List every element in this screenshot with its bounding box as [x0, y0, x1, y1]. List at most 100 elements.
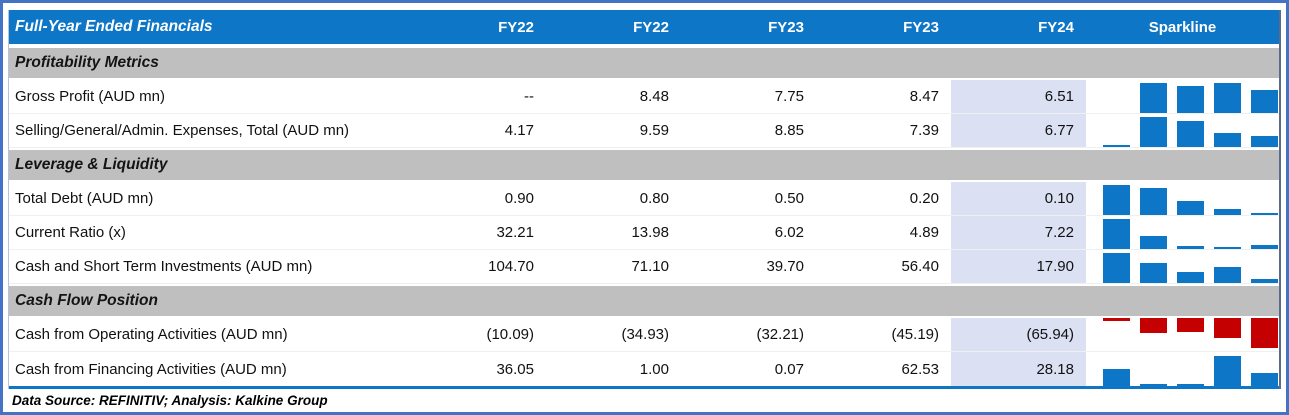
section-row: Leverage & Liquidity: [9, 148, 1279, 182]
spark-slot: [1246, 253, 1283, 283]
spark-slot: [1098, 83, 1135, 113]
bottom-rule: [9, 386, 1279, 389]
sparkline: [1086, 356, 1283, 386]
spark-slot: [1246, 219, 1283, 249]
spark-bar: [1251, 373, 1278, 386]
spark-bar: [1140, 384, 1167, 386]
table-body: Profitability Metrics Gross Profit (AUD m…: [9, 46, 1279, 386]
spark-bar: [1103, 369, 1130, 386]
spark-slot: [1246, 356, 1283, 386]
sparkline-column-header: Sparkline: [1148, 18, 1217, 36]
value-cell: 1.00: [639, 360, 669, 378]
spark-slot: [1172, 117, 1209, 147]
value-cell: 28.18: [951, 352, 1086, 386]
table-row: Cash from Operating Activities (AUD mn) (…: [9, 318, 1279, 352]
spark-slot: [1098, 356, 1135, 386]
value-cell: (32.21): [756, 326, 804, 343]
sparkline: [1086, 117, 1283, 147]
spark-slot: [1172, 219, 1209, 249]
sparkline: [1086, 83, 1283, 113]
column-header-fy22-2: FY22: [633, 18, 669, 36]
spark-bar: [1251, 213, 1278, 215]
value-cell: 0.80: [639, 190, 669, 207]
value-cell: 6.02: [774, 224, 804, 241]
spark-bar: [1251, 136, 1278, 147]
table-title: Full-Year Ended Financials: [15, 18, 213, 35]
spark-bar: [1103, 318, 1130, 321]
spark-slot: [1098, 185, 1135, 215]
value-cell: (65.94): [951, 318, 1086, 351]
value-cell: 8.85: [774, 122, 804, 139]
row-label: Cash from Financing Activities (AUD mn): [15, 360, 287, 378]
spark-slot: [1209, 253, 1246, 283]
value-cell: 0.90: [504, 190, 534, 207]
value-cell: --: [524, 88, 534, 105]
spark-slot: [1209, 117, 1246, 147]
spark-slot: [1246, 83, 1283, 113]
value-cell: 4.89: [909, 224, 939, 241]
value-cell: 8.48: [639, 88, 669, 105]
column-header-fy22-1: FY22: [498, 18, 534, 36]
value-cell: 0.20: [909, 190, 939, 207]
column-header-fy23-4: FY23: [903, 18, 939, 36]
sparkline: [1086, 253, 1283, 283]
table-row: Cash and Short Term Investments (AUD mn)…: [9, 250, 1279, 284]
section-title: Cash Flow Position: [15, 292, 158, 309]
spark-slot: [1135, 83, 1172, 113]
spark-slot: [1209, 185, 1246, 215]
spark-slot: [1098, 219, 1135, 249]
value-cell: 32.21: [496, 224, 534, 241]
table-row: Current Ratio (x) 32.21 13.98 6.02 4.89 7.22: [9, 216, 1279, 250]
spark-slot: [1172, 318, 1209, 348]
value-cell: 56.40: [901, 258, 939, 275]
value-cell: 0.07: [774, 360, 804, 378]
column-header-fy24-5: FY24: [1038, 18, 1074, 36]
value-cell: 9.59: [639, 122, 669, 139]
value-cell: 62.53: [901, 360, 939, 378]
row-label: Gross Profit (AUD mn): [15, 88, 166, 105]
spark-bar: [1177, 121, 1204, 147]
spark-bar: [1251, 279, 1278, 283]
section-row: Profitability Metrics: [9, 46, 1279, 80]
financials-table: Full-Year Ended Financials FY22 FY22 FY23 F…: [8, 10, 1281, 389]
spark-bar: [1177, 272, 1204, 283]
value-cell: 17.90: [951, 250, 1086, 283]
spark-bar: [1214, 318, 1241, 338]
table-header-row: Full-Year Ended Financials FY22 FY22 FY23 F…: [9, 10, 1279, 46]
spark-slot: [1246, 318, 1283, 348]
spark-slot: [1246, 117, 1283, 147]
row-label: Cash and Short Term Investments (AUD mn): [15, 258, 313, 275]
spark-bar: [1103, 145, 1130, 147]
spark-bar: [1177, 201, 1204, 215]
sparkline: [1086, 318, 1283, 348]
value-cell: 6.77: [951, 114, 1086, 147]
spark-slot: [1209, 219, 1246, 249]
row-label: Cash from Operating Activities (AUD mn): [15, 326, 288, 343]
value-cell: 71.10: [631, 258, 669, 275]
spark-bar: [1177, 384, 1204, 386]
value-cell: 7.22: [951, 216, 1086, 249]
sparkline: [1086, 185, 1283, 215]
spark-slot: [1135, 117, 1172, 147]
spark-slot: [1172, 253, 1209, 283]
spark-bar: [1214, 356, 1241, 386]
spark-slot: [1098, 253, 1135, 283]
spark-bar: [1140, 236, 1167, 249]
spark-bar: [1103, 253, 1130, 283]
spark-bar: [1177, 86, 1204, 113]
value-cell: (34.93): [621, 326, 669, 343]
spark-bar: [1214, 83, 1241, 113]
spark-slot: [1172, 185, 1209, 215]
table-row: Gross Profit (AUD mn) -- 8.48 7.75 8.47 6.51: [9, 80, 1279, 114]
spark-slot: [1209, 356, 1246, 386]
spark-bar: [1251, 245, 1278, 249]
spark-slot: [1209, 318, 1246, 348]
spark-bar: [1140, 263, 1167, 283]
value-cell: 4.17: [504, 122, 534, 139]
column-header-fy23-3: FY23: [768, 18, 804, 36]
spark-bar: [1103, 185, 1130, 215]
spark-slot: [1172, 356, 1209, 386]
value-cell: (10.09): [486, 326, 534, 343]
section-row: Cash Flow Position: [9, 284, 1279, 318]
